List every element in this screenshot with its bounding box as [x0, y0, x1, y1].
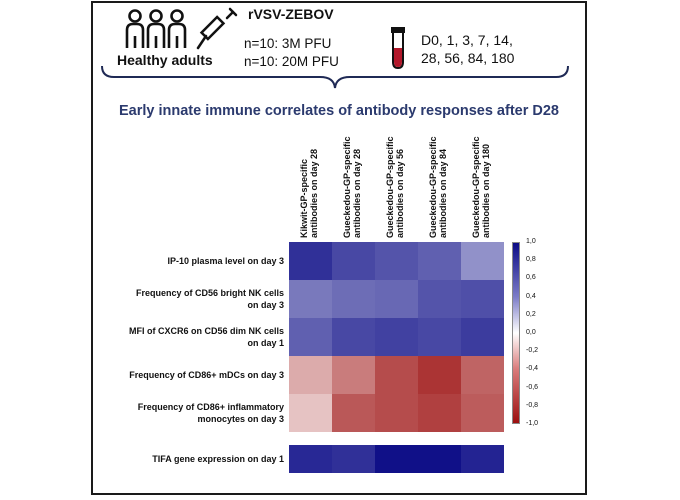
heatmap-cell — [375, 356, 418, 394]
colorbar — [512, 242, 520, 424]
heatmap-cell — [461, 394, 504, 432]
heatmap-cell — [332, 242, 375, 280]
row-label-line: Frequency of CD56 bright NK cells — [135, 288, 284, 298]
vaccine-name: rVSV-ZEBOV — [248, 6, 334, 22]
heatmap-cell — [289, 394, 332, 432]
adults-label: Healthy adults — [117, 52, 213, 68]
column-label-line: Gueckedou-GP-specific — [471, 136, 481, 238]
heatmap-cell — [461, 445, 504, 473]
colorbar-tick-label: -0,8 — [526, 401, 539, 409]
column-label-line: Gueckedou-GP-specific — [385, 136, 395, 238]
row-label: Frequency of CD86+ mDCs on day 3 — [129, 369, 284, 381]
heatmap-cell — [461, 318, 504, 356]
heatmap-cell — [332, 356, 375, 394]
column-label: Gueckedou-GP-specific antibodies on day 2… — [342, 136, 362, 238]
heatmap-cell — [375, 280, 418, 318]
colorbar-tick-label: 0,4 — [526, 292, 536, 300]
column-label-line: antibodies on day 28 — [352, 148, 362, 238]
heatmap-cell — [461, 356, 504, 394]
heatmap-cell — [289, 445, 332, 473]
heatmap-cell — [289, 356, 332, 394]
curly-brace-icon — [101, 65, 569, 89]
heatmap-cell — [418, 445, 461, 473]
column-label-line: antibodies on day 180 — [481, 143, 491, 238]
heatmap-cell — [375, 394, 418, 432]
column-label-line: antibodies on day 84 — [438, 148, 448, 238]
row-label-line: Frequency of CD86+ inflammatory — [137, 402, 284, 412]
column-label-line: Gueckedou-GP-specific — [428, 136, 438, 238]
heatmap-cell — [332, 280, 375, 318]
heatmap-cell — [332, 318, 375, 356]
heatmap-cell — [418, 280, 461, 318]
row-label-line: monocytes on day 3 — [197, 414, 284, 424]
row-label: Frequency of CD56 bright NK cells on day … — [136, 287, 284, 311]
figure-frame — [91, 1, 587, 495]
colorbar-tick-label: 0,8 — [526, 256, 536, 264]
blood-tube-icon — [391, 27, 405, 70]
figure-heading: Early innate immune correlates of antibo… — [119, 103, 559, 119]
dose-line-2: n=10: 20M PFU — [244, 54, 339, 69]
row-label: TIFA gene expression on day 1 — [152, 453, 284, 465]
row-label-line: MFI of CXCR6 on CD56 dim NK cells — [128, 326, 284, 336]
row-label-line: on day 1 — [247, 338, 284, 348]
row-label-line: Frequency of CD86+ mDCs on day 3 — [129, 370, 284, 380]
heatmap-cell — [461, 280, 504, 318]
heatmap-cell — [289, 280, 332, 318]
heatmap-cell — [375, 242, 418, 280]
heatmap-cell — [418, 356, 461, 394]
colorbar-tick-label: -0,4 — [526, 365, 539, 373]
heatmap-cell — [461, 242, 504, 280]
column-label: Gueckedou-GP-specific antibodies on day 1… — [471, 136, 491, 238]
people-group-icon — [125, 9, 187, 48]
heatmap-cell — [332, 394, 375, 432]
column-label-line: Kikwit-GP-specific — [299, 158, 309, 238]
column-label: Kikwit-GP-specific antibodies on day 28 — [299, 149, 319, 238]
timepoints-line-1: D0, 1, 3, 7, 14, — [421, 32, 513, 48]
heatmap-cell — [332, 445, 375, 473]
column-label-line: Gueckedou-GP-specific — [342, 136, 352, 238]
colorbar-tick-label: -0,2 — [526, 347, 539, 355]
row-label: IP-10 plasma level on day 3 — [167, 255, 284, 267]
colorbar-tick-label: -0,6 — [526, 383, 539, 391]
column-label-line: antibodies on day 56 — [395, 148, 405, 238]
row-label-line: IP-10 plasma level on day 3 — [167, 256, 284, 266]
heatmap-cell — [418, 394, 461, 432]
heatmap-cell — [289, 242, 332, 280]
heatmap-cell — [289, 318, 332, 356]
row-label: MFI of CXCR6 on CD56 dim NK cells on day … — [129, 325, 284, 349]
heatmap-cell — [418, 242, 461, 280]
colorbar-tick-label: 1,0 — [526, 238, 536, 245]
column-label-line: antibodies on day 28 — [309, 148, 319, 238]
row-label-line: TIFA gene expression on day 1 — [152, 454, 284, 464]
row-label: Frequency of CD86+ inflammatory monocytes… — [138, 401, 284, 425]
syringe-icon — [196, 7, 238, 50]
timepoints-line-2: 28, 56, 84, 180 — [421, 50, 515, 66]
row-label-line: on day 3 — [247, 300, 284, 310]
column-label: Gueckedou-GP-specific antibodies on day 8… — [428, 136, 448, 238]
colorbar-tick-label: 0,2 — [526, 310, 536, 318]
heatmap-cell — [375, 318, 418, 356]
colorbar-tick-label: 0,0 — [526, 329, 536, 336]
heatmap-cell — [375, 445, 418, 473]
colorbar-tick-label: 0,6 — [526, 274, 536, 282]
heatmap-cell — [418, 318, 461, 356]
column-label: Gueckedou-GP-specific antibodies on day 5… — [385, 136, 405, 238]
dose-line-1: n=10: 3M PFU — [244, 36, 332, 51]
colorbar-tick-label: -1,0 — [526, 420, 539, 427]
